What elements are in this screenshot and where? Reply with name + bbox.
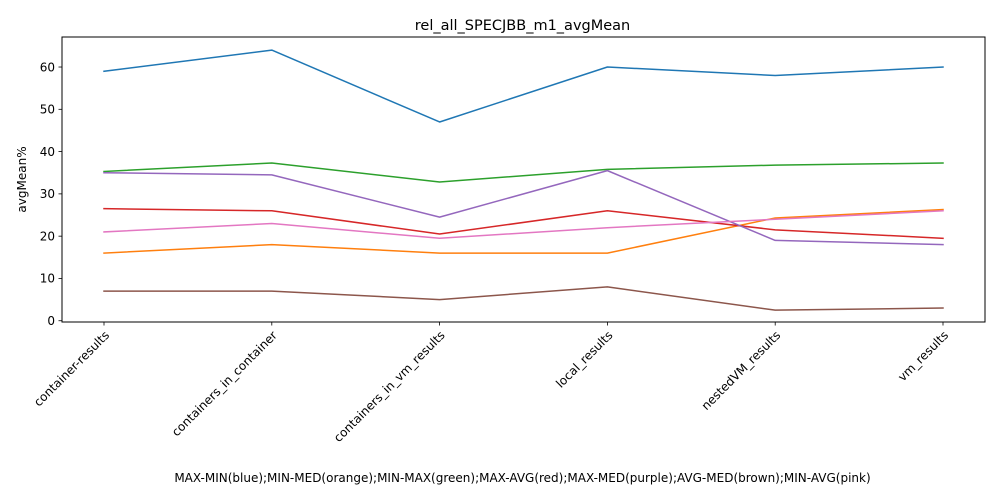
y-tick-label-6: 60	[40, 60, 55, 74]
series-line-6	[103, 210, 944, 240]
y-tick-label-4: 40	[40, 145, 55, 159]
series-line-0	[103, 49, 944, 123]
y-axis-label: avgMean%	[15, 146, 29, 212]
y-tick-label-0: 0	[47, 314, 55, 328]
series-line-4	[103, 169, 944, 246]
x-axis-label: MAX-MIN(blue);MIN-MED(orange);MIN-MAX(gr…	[174, 471, 870, 485]
series-line-5	[103, 286, 944, 311]
plot-frame	[61, 36, 986, 323]
series-lines	[103, 49, 944, 311]
series-line-1	[103, 208, 944, 254]
y-tick-label-1: 10	[40, 272, 55, 286]
y-axis: 0 10 20 30 40 50 60	[40, 60, 62, 328]
chart-title: rel_all_SPECJBB_m1_avgMean	[415, 18, 630, 34]
y-tick-label-5: 50	[40, 103, 55, 117]
series-line-2	[103, 162, 944, 183]
y-tick-label-3: 30	[40, 187, 55, 201]
series-line-3	[103, 207, 944, 240]
y-tick-label-2: 20	[40, 229, 55, 243]
